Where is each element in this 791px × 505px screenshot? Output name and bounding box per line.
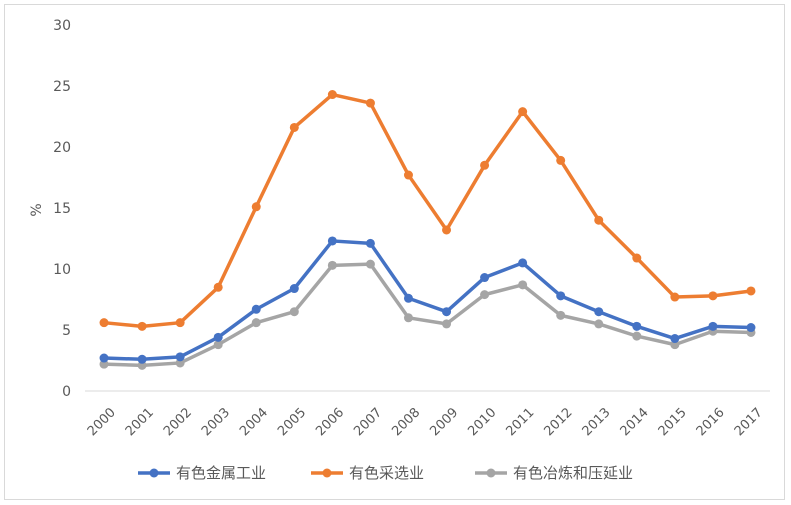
data-point [327,260,337,270]
data-point [99,318,109,328]
x-tick-label: 2001 [123,405,157,439]
data-point [442,319,452,329]
legend-swatch-marker [149,468,159,478]
data-point [403,313,413,323]
data-point [365,238,375,248]
data-point [518,107,528,117]
data-point [175,352,185,362]
data-point [746,286,756,296]
x-tick-label: 2015 [656,405,690,439]
y-tick-label: 5 [62,323,71,339]
legend-item: 有色冶炼和压延业 [475,464,633,482]
x-tick-label: 2002 [161,405,195,439]
x-tick-label: 2004 [237,405,271,439]
data-point [518,280,528,290]
data-point [632,321,642,331]
data-point [708,321,718,331]
series-lines [99,90,756,370]
data-point [594,307,604,317]
x-axis-tick-labels: 2000 2001 2002 2003 2004 2005 2006 2007 2008 2009… [85,405,766,439]
data-point [365,259,375,269]
data-point [213,340,223,350]
data-point [594,319,604,329]
y-axis-tick-labels: 0 5 10 15 20 25 30 [53,18,71,400]
x-tick-label: 2009 [427,405,461,439]
series-line [103,262,752,368]
data-point [213,282,223,292]
legend-label: 有色冶炼和压延业 [513,464,633,482]
x-tick-label: 2007 [351,405,385,439]
data-point [137,321,147,331]
data-point [251,202,261,212]
data-point [442,225,452,235]
x-tick-label: 2005 [275,405,309,439]
y-tick-label: 30 [53,18,71,34]
series-0 [99,236,756,364]
x-tick-label: 2011 [503,405,537,439]
y-axis-label: % [29,203,45,216]
data-point [289,284,299,294]
y-tick-label: 15 [53,201,71,217]
series-line [103,92,752,329]
legend-item: 有色金属工业 [138,464,266,482]
data-point [213,332,223,342]
x-tick-label: 2006 [313,405,347,439]
data-point [556,155,566,165]
data-point [289,307,299,317]
x-tick-label: 2014 [618,405,652,439]
legend-swatch-marker [322,468,332,478]
series-line [103,239,752,362]
legend-swatch-marker [486,468,496,478]
data-point [670,334,680,344]
data-point [746,323,756,333]
data-point [251,304,261,314]
legend-item: 有色采选业 [311,464,424,482]
y-tick-label: 0 [62,384,71,400]
chart-frame: 0 5 10 15 20 25 30 % 2000 2001 2002 2003 2004 2005 2… [4,4,785,500]
legend-label: 有色金属工业 [176,464,266,482]
x-tick-label: 2013 [580,405,614,439]
data-point [632,331,642,341]
x-tick-label: 2000 [85,405,119,439]
x-tick-label: 2010 [465,405,499,439]
data-point [518,258,528,268]
data-point [365,98,375,108]
series-1 [99,90,756,331]
x-tick-label: 2017 [732,405,766,439]
data-point [403,170,413,180]
data-point [480,160,490,170]
y-tick-label: 20 [53,140,71,156]
y-tick-label: 10 [53,262,71,278]
data-point [556,291,566,301]
x-tick-label: 2016 [694,405,728,439]
data-point [327,90,337,100]
data-point [289,122,299,132]
x-tick-label: 2012 [542,405,576,439]
data-point [99,353,109,363]
x-tick-label: 2003 [199,405,233,439]
data-point [632,253,642,263]
y-tick-label: 25 [53,79,71,95]
data-point [251,318,261,328]
data-point [708,291,718,301]
data-point [175,318,185,328]
data-point [480,290,490,300]
legend-label: 有色采选业 [349,464,424,482]
data-point [670,292,680,302]
data-point [594,215,604,225]
legend: 有色金属工业 有色采选业 有色冶炼和压延业 [138,464,633,482]
data-point [480,273,490,283]
data-point [137,354,147,364]
series-2 [99,259,756,370]
data-point [556,310,566,320]
data-point [327,236,337,246]
data-point [403,293,413,303]
x-tick-label: 2008 [389,405,423,439]
data-point [442,307,452,317]
